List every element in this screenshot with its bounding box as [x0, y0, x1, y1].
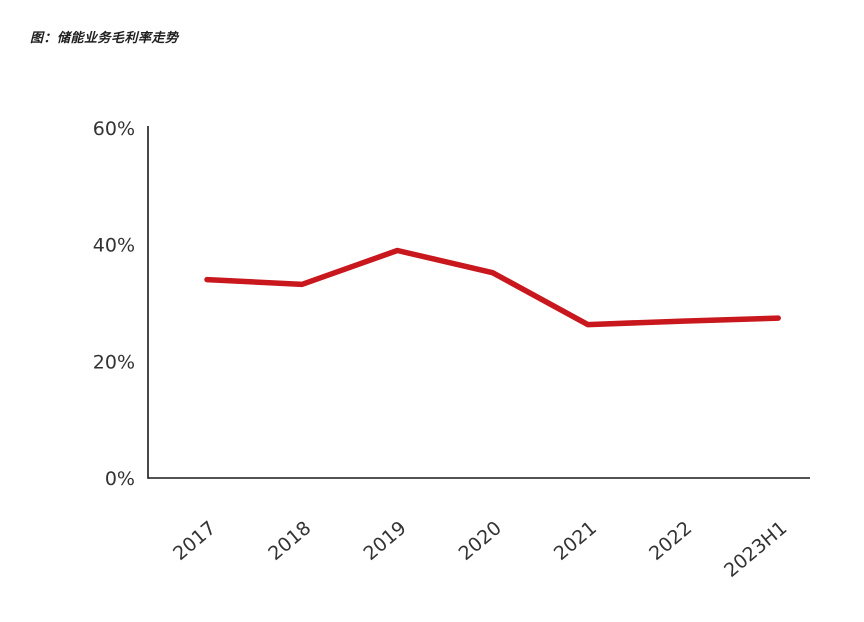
- x-tick-label: 2022: [645, 517, 696, 565]
- x-tick-label: 2023H1: [720, 517, 791, 582]
- series-line: [204, 247, 781, 328]
- y-tick-label: 20%: [93, 351, 135, 373]
- x-tick-label: 2021: [550, 517, 601, 565]
- x-tick-label: 2017: [169, 517, 220, 565]
- y-tick-label: 0%: [105, 468, 135, 490]
- y-tick-label: 60%: [93, 118, 135, 140]
- figure-title: 图：储能业务毛利率走势: [30, 31, 179, 46]
- x-tick-label: 2020: [455, 517, 506, 565]
- x-tick-label: 2019: [359, 517, 410, 565]
- x-tick-label: 2018: [264, 517, 315, 565]
- y-tick-label: 40%: [93, 235, 135, 257]
